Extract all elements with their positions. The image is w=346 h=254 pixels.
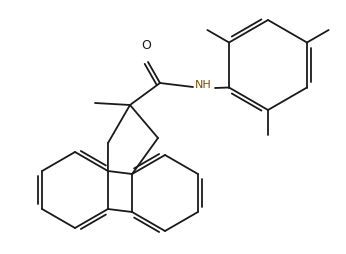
Text: O: O [141,39,151,52]
Text: NH: NH [195,80,212,90]
